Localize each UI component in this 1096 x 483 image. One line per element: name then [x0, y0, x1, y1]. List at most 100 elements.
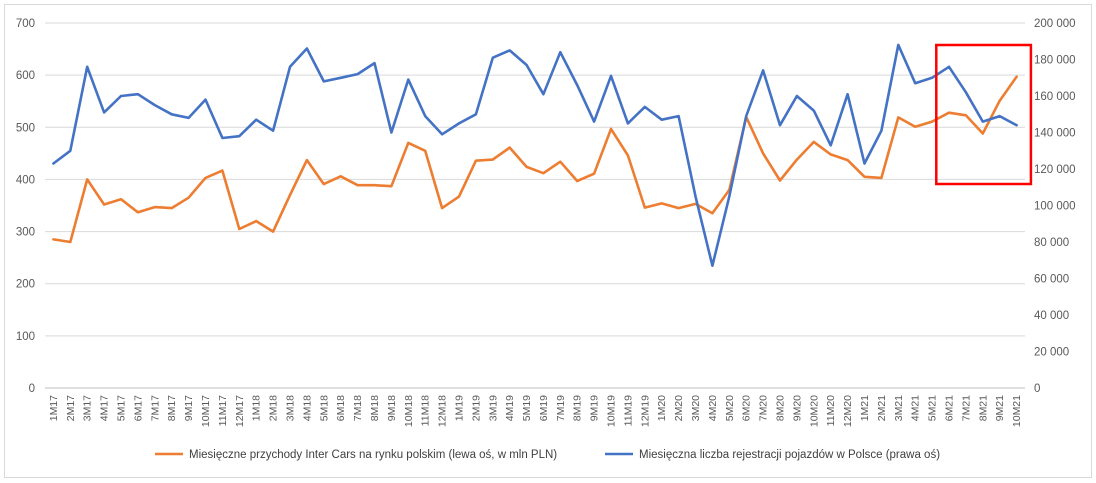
series-line-2: [52, 43, 1018, 268]
x-axis-tick-label: 11M18: [420, 395, 432, 426]
right-axis-tick-label: 60 000: [1034, 274, 1069, 286]
x-axis-tick-label: 10M20: [808, 395, 820, 427]
x-axis-tick-label: 4M20: [707, 395, 719, 421]
data-point: [593, 173, 595, 175]
x-axis-tick-label: 6M17: [132, 395, 144, 421]
data-point: [644, 106, 646, 108]
data-point: [948, 112, 950, 114]
data-point: [120, 95, 122, 97]
x-axis-tick-label: 7M19: [555, 395, 567, 421]
x-axis-tick-label: 2M18: [268, 395, 280, 421]
data-point: [542, 172, 544, 174]
data-point: [221, 137, 223, 139]
data-point: [187, 117, 189, 119]
x-axis-tick-label: 8M19: [572, 395, 584, 421]
data-point: [830, 153, 832, 155]
data-point: [221, 169, 223, 171]
data-point: [846, 93, 848, 95]
data-point: [171, 113, 173, 115]
data-point: [661, 202, 663, 204]
x-axis-tick-label: 2M21: [876, 395, 888, 421]
x-axis-tick-label: 10M21: [1011, 395, 1023, 427]
data-point: [610, 75, 612, 77]
data-point: [509, 146, 511, 148]
data-point: [323, 80, 325, 82]
data-point: [677, 207, 679, 209]
data-point: [103, 203, 105, 205]
right-axis-tick-label: 40 000: [1034, 310, 1069, 322]
x-axis-tick-label: 4M18: [301, 395, 313, 421]
data-point: [880, 177, 882, 179]
data-point: [779, 124, 781, 126]
data-point: [356, 73, 358, 75]
x-axis-tick-label: 11M17: [217, 395, 229, 426]
right-axis-tick-label: 0: [1034, 383, 1040, 395]
data-point: [255, 119, 257, 121]
data-point: [525, 64, 527, 66]
x-axis-tick-label: 6M18: [335, 395, 347, 421]
data-point: [255, 220, 257, 222]
data-point: [694, 195, 696, 197]
data-point: [576, 180, 578, 182]
data-point: [559, 161, 561, 163]
x-axis-ticks: 1M17 2M17 3M17 4M17 5M17 6M17 7M17 8M17 9M17 10M1…: [48, 395, 1023, 427]
data-point: [458, 122, 460, 124]
line-chart: 0 100 200 300 400 500 600 700 0 20 000 40 000 60 0…: [16, 18, 1076, 461]
data-point: [863, 162, 865, 164]
data-point: [272, 130, 274, 132]
data-point: [475, 113, 477, 115]
x-axis-tick-label: 9M20: [791, 395, 803, 421]
data-point: [103, 111, 105, 113]
x-axis-tick-label: 6M21: [943, 395, 955, 421]
highlight-box: [935, 43, 1033, 186]
data-point: [813, 141, 815, 143]
data-point: [830, 144, 832, 146]
data-point: [154, 206, 156, 208]
x-axis-tick-label: 3M21: [893, 395, 905, 421]
x-axis-tick-label: 5M17: [116, 395, 128, 421]
right-axis-tick-label: 20 000: [1034, 347, 1069, 359]
x-axis-tick-label: 12M19: [639, 395, 651, 427]
data-point: [999, 115, 1001, 117]
data-point: [306, 159, 308, 161]
data-point: [323, 183, 325, 185]
x-axis-tick-label: 9M19: [589, 395, 601, 421]
data-point: [272, 230, 274, 232]
x-axis-tick-label: 5M18: [318, 395, 330, 421]
x-axis-tick-label: 6M19: [538, 395, 550, 421]
data-point: [661, 119, 663, 121]
data-point: [627, 122, 629, 124]
data-point: [492, 57, 494, 59]
data-point: [610, 128, 612, 130]
x-axis-tick-label: 9M18: [386, 395, 398, 421]
x-axis-tick-label: 1M18: [251, 395, 263, 421]
x-axis-tick-label: 7M20: [758, 395, 770, 421]
data-point: [525, 166, 527, 168]
data-point: [289, 66, 291, 68]
x-axis-tick-label: 5M19: [521, 395, 533, 421]
x-axis-tick-label: 4M21: [910, 395, 922, 421]
data-point: [390, 131, 392, 133]
x-axis-tick-label: 1M21: [859, 395, 871, 421]
data-point: [458, 195, 460, 197]
data-point: [559, 51, 561, 53]
left-axis-ticks: 0 100 200 300 400 500 600 700: [16, 18, 35, 395]
data-point: [813, 109, 815, 111]
x-axis-tick-label: 8M21: [977, 395, 989, 421]
data-point: [407, 142, 409, 144]
data-point: [762, 152, 764, 154]
x-axis-tick-label: 8M18: [369, 395, 381, 421]
data-point: [576, 84, 578, 86]
x-axis-tick-label: 4M19: [504, 395, 516, 421]
data-point: [187, 197, 189, 199]
data-point: [914, 82, 916, 84]
data-point: [627, 154, 629, 156]
x-axis-tick-label: 12M20: [842, 395, 854, 427]
data-point: [728, 195, 730, 197]
left-axis-tick-label: 100: [16, 331, 35, 343]
data-point: [711, 265, 713, 267]
left-axis-tick-label: 400: [16, 174, 35, 186]
data-point: [373, 184, 375, 186]
data-point: [492, 158, 494, 160]
right-axis-tick-label: 100 000: [1034, 201, 1076, 213]
